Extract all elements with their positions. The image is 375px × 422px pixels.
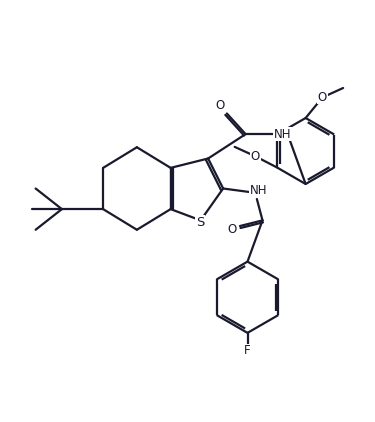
Text: NH: NH [274, 127, 291, 141]
Text: O: O [318, 91, 327, 104]
Text: O: O [216, 99, 225, 112]
Text: F: F [244, 344, 251, 357]
Text: NH: NH [250, 184, 267, 197]
Text: O: O [251, 150, 260, 163]
Text: S: S [196, 216, 204, 229]
Text: O: O [227, 223, 236, 236]
